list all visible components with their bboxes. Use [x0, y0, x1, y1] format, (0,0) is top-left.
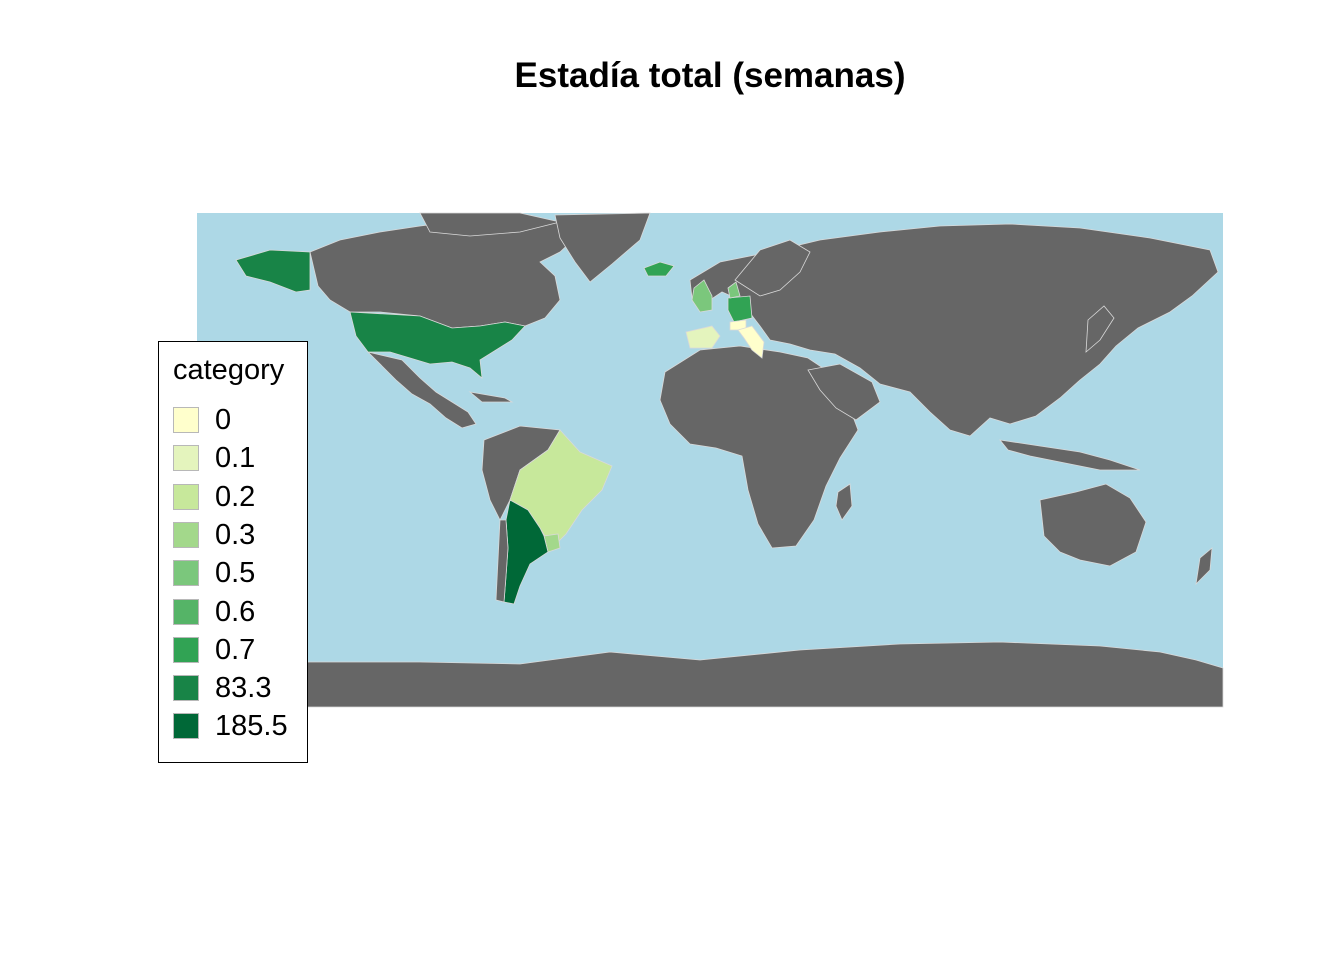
region-iceland	[643, 261, 675, 277]
legend-label: 0.5	[215, 557, 256, 590]
legend-title: category	[173, 354, 285, 386]
land-antarctica	[196, 641, 1224, 708]
region-denmark	[727, 281, 741, 299]
legend-swatch	[173, 713, 199, 740]
legend-item: 0	[173, 404, 232, 436]
legend-label: 0.7	[215, 633, 256, 666]
land-new-zealand	[1195, 547, 1213, 586]
legend-item: 0.7	[173, 633, 256, 666]
region-italy	[737, 325, 765, 359]
legend-swatch	[173, 407, 199, 433]
land-no-data	[196, 212, 1224, 708]
legend-item: 0.6	[173, 595, 256, 628]
region-spain	[685, 325, 721, 349]
land-caribbean	[468, 391, 514, 403]
land-scandinavia	[734, 239, 811, 297]
legend-label: 0.6	[215, 595, 256, 628]
legend-item: 0.3	[173, 518, 256, 551]
legend-swatch	[173, 636, 199, 663]
legend-swatch	[173, 560, 199, 587]
land-japan	[1085, 305, 1115, 353]
region-alaska	[235, 249, 311, 293]
legend-swatch	[173, 445, 199, 472]
legend-label: 0.2	[215, 480, 256, 513]
land-africa	[659, 345, 859, 549]
land-indonesia	[999, 439, 1141, 471]
legend-item: 83.3	[173, 672, 272, 705]
legend-swatch	[173, 483, 199, 510]
legend-label: 0	[215, 404, 232, 436]
region-chile	[495, 519, 509, 603]
land-mexico	[366, 351, 477, 429]
land-arabia	[807, 363, 881, 421]
legend-label: 83.3	[215, 672, 272, 705]
region-united-states	[349, 311, 526, 379]
land-madagascar	[835, 483, 853, 521]
legend-swatch	[173, 675, 199, 702]
land-arctic-islands	[419, 212, 561, 237]
land-greenland	[554, 212, 651, 283]
legend-label: 0.3	[215, 518, 256, 551]
legend-item: 0.2	[173, 480, 256, 513]
land-eurasia	[689, 223, 1219, 437]
legend-label: 0.1	[215, 442, 256, 475]
legend: category 0 0.1 0.2 0.3 0.5 0.6 0.7 83.3 185.5	[158, 341, 308, 763]
map-title: Estadía total (semanas)	[514, 56, 906, 95]
legend-item: 185.5	[173, 710, 288, 743]
legend-item: 0.5	[173, 557, 256, 590]
region-united-kingdom	[691, 279, 713, 313]
legend-item: 0.1	[173, 442, 256, 475]
land-with-data	[235, 249, 765, 605]
legend-swatch	[173, 598, 199, 625]
land-australia	[1039, 483, 1147, 567]
legend-swatch	[173, 521, 199, 548]
legend-label: 185.5	[215, 710, 288, 743]
